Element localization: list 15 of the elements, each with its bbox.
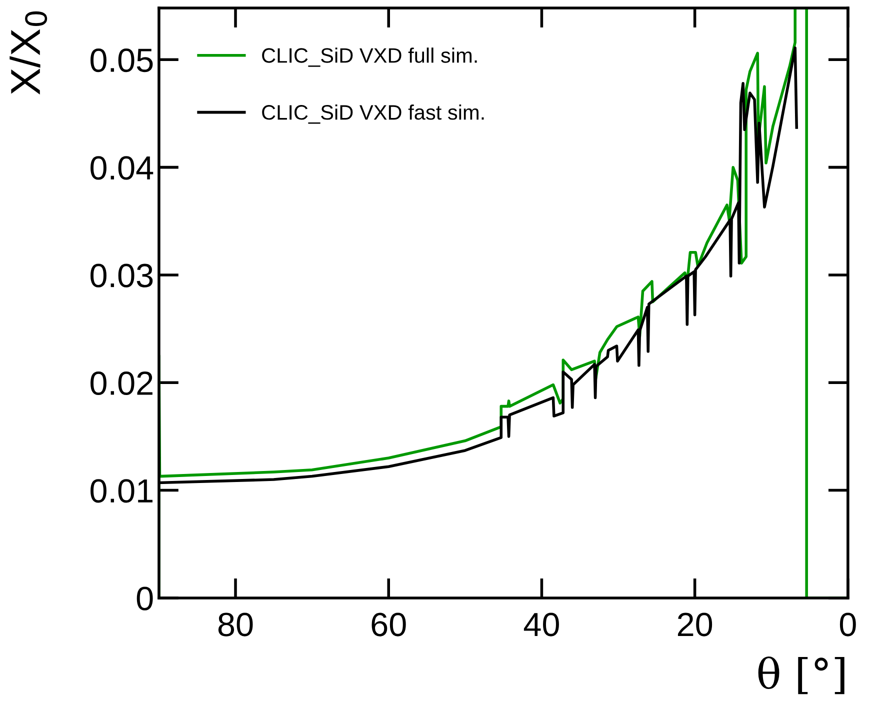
x-tick-label: 80 — [218, 612, 253, 636]
y-tick-label: 0.01 — [90, 479, 152, 503]
x-tick-label: 0 — [840, 612, 856, 636]
y-tick-label: 0.02 — [90, 371, 152, 396]
y-tick-label: 0.04 — [90, 156, 154, 180]
y-tick-label: 0.05 — [90, 48, 153, 72]
x-tick-label: 40 — [524, 612, 559, 636]
x-axis-title: θ [°] — [758, 656, 844, 694]
x-tick-label: 20 — [678, 612, 712, 636]
y-tick-label: 0.03 — [90, 264, 153, 288]
legend-label: CLIC_SiD VXD fast sim. — [262, 104, 484, 124]
x-tick-label: 60 — [372, 612, 406, 636]
y-axis-title: X/X$_{0}$ — [10, 11, 48, 95]
legend-label: CLIC_SiD VXD full sim. — [262, 48, 477, 67]
y-tick-label: 0 — [136, 586, 153, 610]
